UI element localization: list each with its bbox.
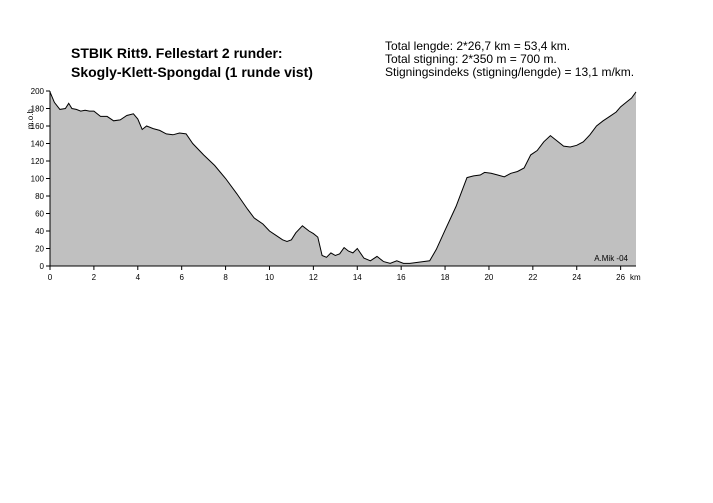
x-tick-label: 8 [223, 273, 228, 282]
y-tick-label: 200 [31, 87, 45, 96]
y-tick-label: 160 [31, 122, 45, 131]
y-tick-label: 100 [31, 175, 45, 184]
x-tick-label: 12 [309, 273, 318, 282]
y-tick-label: 140 [31, 140, 45, 149]
x-tick-label: 18 [441, 273, 450, 282]
x-tick-label: 10 [265, 273, 274, 282]
x-tick-label: 4 [136, 273, 141, 282]
chart-title-line-2: Skogly-Klett-Spongdal (1 runde vist) [71, 64, 313, 80]
x-tick-label: 24 [572, 273, 581, 282]
x-axis-label: km [630, 273, 641, 282]
x-tick-label: 14 [353, 273, 362, 282]
y-tick-label: 60 [35, 210, 44, 219]
x-tick-label: 16 [397, 273, 406, 282]
x-tick-label: 0 [48, 273, 53, 282]
y-tick-label: 80 [35, 192, 44, 201]
y-tick-label: 180 [31, 105, 45, 114]
total-climb-text: Total stigning: 2*350 m = 700 m. [385, 52, 557, 66]
x-tick-label: 2 [92, 273, 97, 282]
credit-text: A.Mik -04 [594, 254, 628, 263]
x-tick-label: 20 [484, 273, 493, 282]
y-tick-label: 120 [31, 157, 45, 166]
plot-layer [49, 91, 637, 267]
chart-title-line-1: STBIK Ritt9. Fellestart 2 runder: [71, 45, 283, 61]
y-axis-label: m.o.h. [26, 107, 35, 129]
x-tick-label: 26 [616, 273, 625, 282]
x-tick-label: 6 [179, 273, 184, 282]
total-length-text: Total lengde: 2*26,7 km = 53,4 km. [385, 39, 571, 53]
x-tick-label: 22 [528, 273, 537, 282]
elevation-line [49, 91, 637, 264]
y-tick-label: 20 [35, 245, 44, 254]
elevation-area [50, 91, 636, 267]
y-tick-label: 0 [40, 262, 45, 271]
climb-index-text: Stigningsindeks (stigning/lengde) = 13,1… [385, 65, 635, 79]
y-tick-label: 40 [35, 227, 44, 236]
